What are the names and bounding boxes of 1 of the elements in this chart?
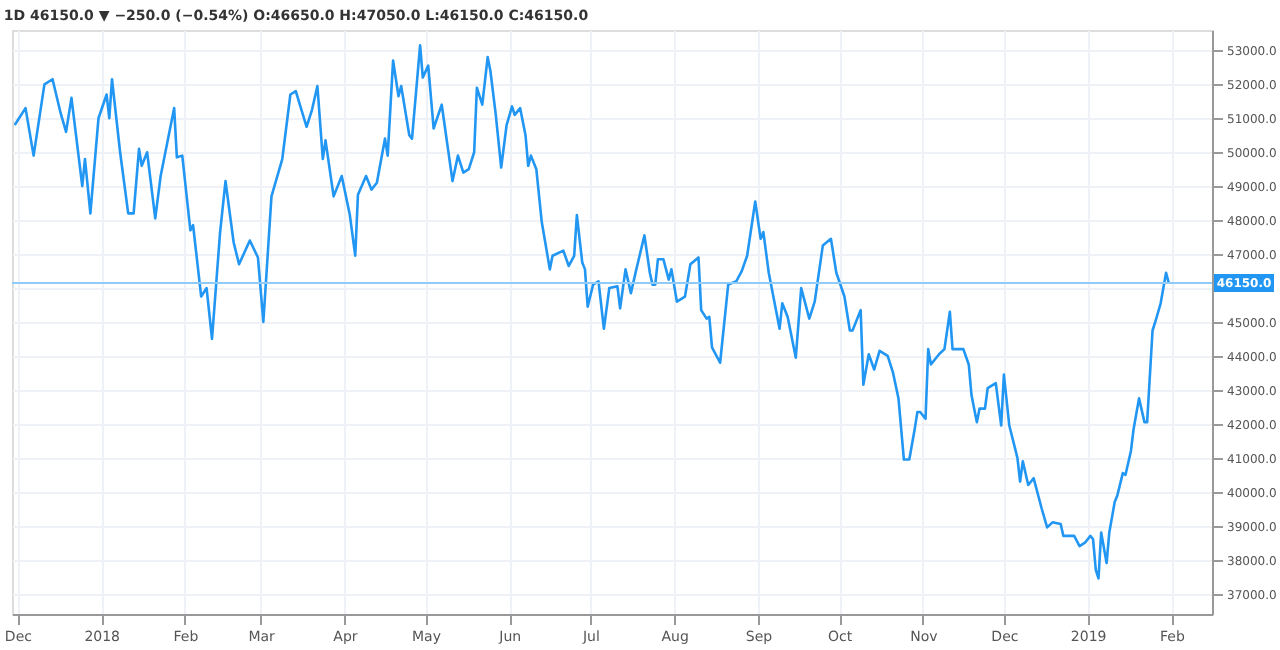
line-series [13, 43, 1171, 580]
